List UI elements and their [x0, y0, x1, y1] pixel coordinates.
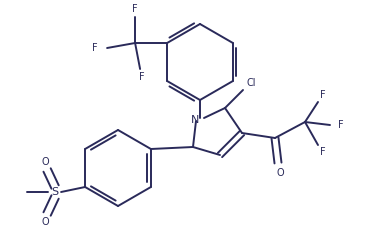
Text: F: F [320, 147, 326, 157]
Text: F: F [139, 72, 145, 82]
Text: F: F [132, 4, 138, 14]
Text: O: O [276, 168, 284, 178]
Text: N: N [191, 115, 199, 125]
Text: Cl: Cl [247, 78, 256, 88]
Text: O: O [41, 217, 49, 227]
Text: F: F [338, 120, 344, 130]
Text: F: F [92, 43, 98, 53]
Text: O: O [41, 157, 49, 167]
Text: F: F [320, 90, 326, 100]
Text: S: S [51, 187, 59, 197]
